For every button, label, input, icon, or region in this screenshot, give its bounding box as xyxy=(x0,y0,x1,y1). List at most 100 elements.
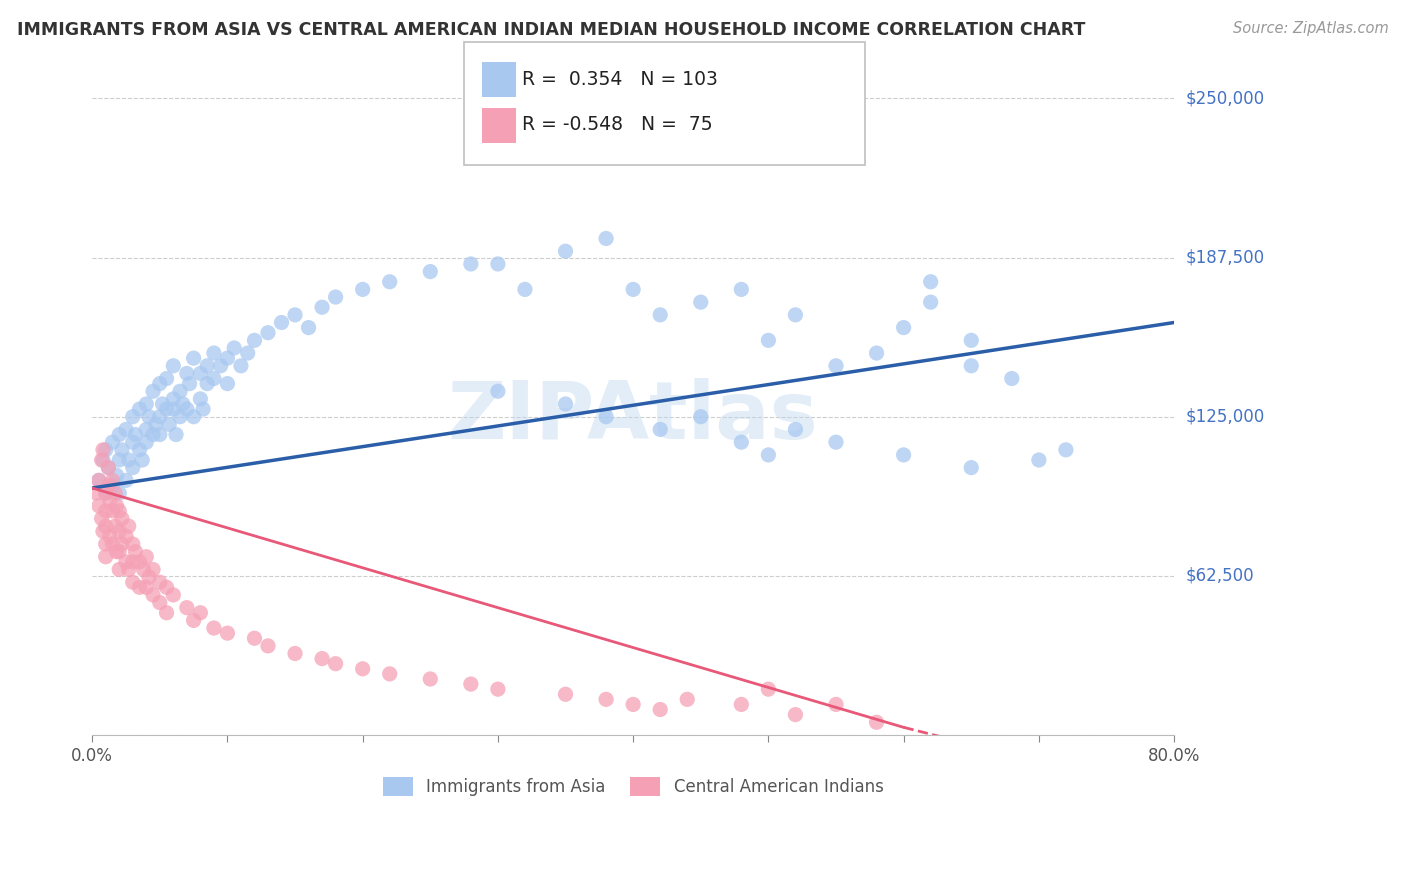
Point xyxy=(865,715,887,730)
Point xyxy=(217,376,239,391)
Point xyxy=(162,588,184,602)
Point xyxy=(128,402,150,417)
Point xyxy=(128,555,150,569)
Point xyxy=(135,435,157,450)
Point xyxy=(97,460,120,475)
Point xyxy=(650,702,672,716)
Point xyxy=(183,409,205,424)
Point xyxy=(893,320,915,334)
Point xyxy=(595,231,617,245)
Point xyxy=(650,308,672,322)
Point xyxy=(183,614,205,628)
Point xyxy=(108,453,131,467)
Point xyxy=(142,588,165,602)
Point xyxy=(825,435,848,450)
Point xyxy=(270,316,292,330)
Point xyxy=(176,402,198,417)
Point xyxy=(202,621,225,635)
Point xyxy=(378,275,401,289)
Point xyxy=(94,549,117,564)
Text: $250,000: $250,000 xyxy=(1185,89,1264,107)
Point xyxy=(115,555,138,569)
Point xyxy=(229,359,252,373)
Point xyxy=(135,549,157,564)
Point xyxy=(142,427,165,442)
Point xyxy=(190,392,212,406)
Point xyxy=(138,570,160,584)
Point xyxy=(135,422,157,436)
Point xyxy=(108,524,131,539)
Point xyxy=(352,662,374,676)
Point xyxy=(155,606,177,620)
Point xyxy=(176,367,198,381)
Point xyxy=(121,409,143,424)
Text: $62,500: $62,500 xyxy=(1185,566,1254,585)
Point xyxy=(191,402,214,417)
Point xyxy=(1028,453,1050,467)
Point xyxy=(785,422,807,436)
Point xyxy=(94,519,117,533)
Point xyxy=(111,511,134,525)
Point xyxy=(689,409,711,424)
Point xyxy=(960,334,983,348)
Point xyxy=(155,371,177,385)
Point xyxy=(101,537,124,551)
Point xyxy=(209,359,232,373)
Point xyxy=(91,442,114,457)
Point xyxy=(486,384,509,399)
Point xyxy=(419,672,441,686)
Point xyxy=(172,397,194,411)
Point xyxy=(960,359,983,373)
Point xyxy=(730,282,752,296)
Point xyxy=(595,692,617,706)
Text: R = -0.548   N =  75: R = -0.548 N = 75 xyxy=(522,115,713,135)
Point xyxy=(118,519,141,533)
Point xyxy=(105,499,128,513)
Point xyxy=(460,677,482,691)
Point xyxy=(91,453,114,467)
Point xyxy=(108,504,131,518)
Point xyxy=(595,409,617,424)
Point xyxy=(111,537,134,551)
Point xyxy=(135,580,157,594)
Point xyxy=(311,651,333,665)
Point xyxy=(756,448,779,462)
Point xyxy=(190,367,212,381)
Point xyxy=(460,257,482,271)
Text: $125,000: $125,000 xyxy=(1185,408,1264,425)
Point xyxy=(243,334,266,348)
Point xyxy=(124,544,146,558)
Point xyxy=(111,442,134,457)
Point xyxy=(486,682,509,697)
Point xyxy=(101,474,124,488)
Point xyxy=(513,282,536,296)
Point xyxy=(105,468,128,483)
Point xyxy=(893,448,915,462)
Point xyxy=(650,422,672,436)
Point xyxy=(132,562,155,576)
Text: R =  0.354   N = 103: R = 0.354 N = 103 xyxy=(522,70,717,89)
Text: Source: ZipAtlas.com: Source: ZipAtlas.com xyxy=(1233,21,1389,36)
Point xyxy=(104,486,127,500)
Point xyxy=(121,460,143,475)
Point xyxy=(149,427,172,442)
Point xyxy=(554,687,576,701)
Point xyxy=(104,519,127,533)
Point xyxy=(121,555,143,569)
Point xyxy=(756,682,779,697)
Point xyxy=(165,427,187,442)
Point xyxy=(325,290,347,304)
Point xyxy=(108,427,131,442)
Point xyxy=(142,384,165,399)
Point xyxy=(115,474,138,488)
Point xyxy=(352,282,374,296)
Point xyxy=(785,707,807,722)
Point xyxy=(785,308,807,322)
Point xyxy=(554,397,576,411)
Point xyxy=(94,537,117,551)
Point xyxy=(195,359,218,373)
Point xyxy=(138,409,160,424)
Point xyxy=(202,371,225,385)
Point xyxy=(169,384,191,399)
Point xyxy=(378,666,401,681)
